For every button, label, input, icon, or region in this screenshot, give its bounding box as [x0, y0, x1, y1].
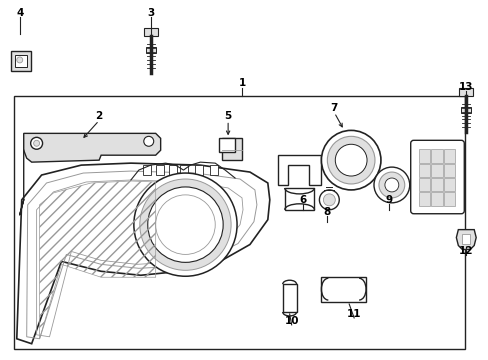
- Circle shape: [34, 140, 40, 146]
- Bar: [11, 51, 31, 71]
- Bar: [443, 149, 454, 163]
- Polygon shape: [461, 234, 469, 243]
- Text: 6: 6: [298, 195, 305, 205]
- Bar: [222, 138, 242, 160]
- Bar: [282, 284, 296, 312]
- Polygon shape: [17, 163, 269, 344]
- Text: 10: 10: [284, 316, 298, 326]
- Circle shape: [134, 173, 237, 276]
- Circle shape: [147, 187, 223, 262]
- Circle shape: [323, 194, 335, 206]
- Bar: [418, 192, 429, 206]
- Bar: [321, 277, 366, 302]
- Circle shape: [31, 137, 42, 149]
- Bar: [430, 149, 442, 163]
- Text: 4: 4: [16, 8, 23, 18]
- Text: 13: 13: [458, 82, 472, 92]
- Bar: [460, 107, 470, 113]
- Circle shape: [319, 190, 339, 210]
- Bar: [443, 178, 454, 192]
- Text: 5: 5: [224, 111, 231, 121]
- Circle shape: [335, 144, 366, 176]
- Bar: [180, 165, 188, 175]
- Circle shape: [373, 167, 409, 203]
- Bar: [418, 178, 429, 192]
- Bar: [210, 165, 218, 175]
- Bar: [430, 192, 442, 206]
- Bar: [143, 28, 157, 36]
- Bar: [219, 138, 235, 152]
- Circle shape: [17, 57, 22, 63]
- Bar: [195, 165, 203, 175]
- Text: 1: 1: [238, 78, 245, 88]
- Bar: [284, 188, 314, 210]
- Bar: [418, 149, 429, 163]
- Circle shape: [143, 136, 153, 146]
- Text: 7: 7: [330, 103, 337, 113]
- Bar: [430, 178, 442, 192]
- Bar: [430, 164, 442, 177]
- Bar: [155, 165, 163, 175]
- Bar: [443, 192, 454, 206]
- Text: 12: 12: [458, 247, 472, 256]
- FancyBboxPatch shape: [410, 140, 463, 214]
- Text: 9: 9: [385, 195, 392, 205]
- Bar: [418, 164, 429, 177]
- Circle shape: [140, 179, 231, 270]
- Bar: [168, 165, 176, 175]
- Bar: [443, 164, 454, 177]
- Text: 11: 11: [346, 309, 361, 319]
- Polygon shape: [277, 155, 321, 185]
- Text: 3: 3: [147, 8, 154, 18]
- Circle shape: [321, 130, 380, 190]
- Polygon shape: [24, 133, 161, 162]
- Bar: [145, 47, 155, 53]
- Bar: [458, 88, 472, 96]
- Circle shape: [384, 178, 398, 192]
- Bar: [15, 55, 27, 67]
- Bar: [14, 96, 464, 349]
- Bar: [142, 165, 150, 175]
- Text: 8: 8: [323, 207, 330, 217]
- Text: 2: 2: [95, 111, 102, 121]
- Circle shape: [326, 136, 374, 184]
- Polygon shape: [455, 230, 475, 249]
- Circle shape: [378, 172, 404, 198]
